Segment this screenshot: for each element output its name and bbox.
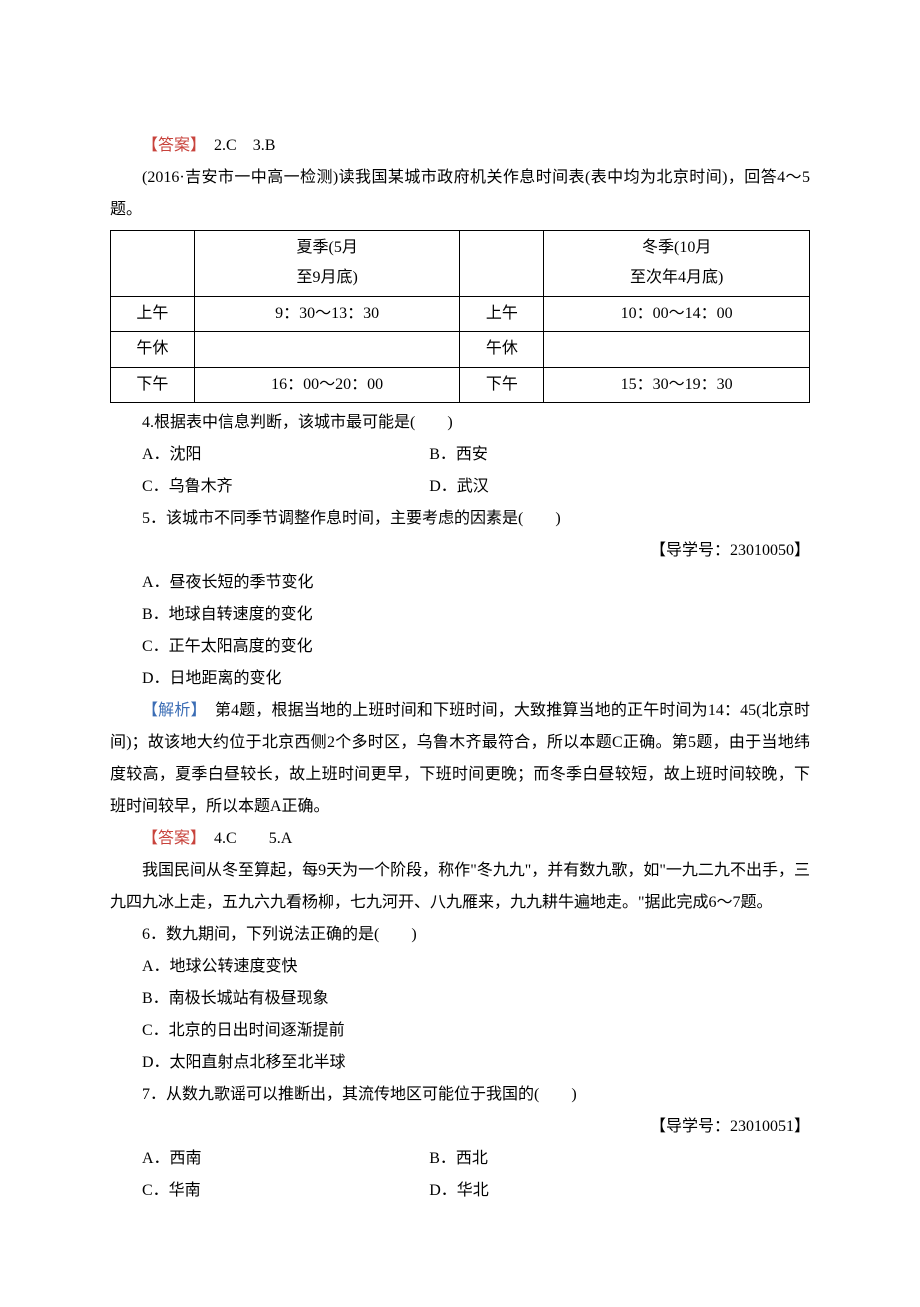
q5-reference: 【导学号：23010050】 (110, 535, 810, 567)
answer-block-1: 【答案】 2.C 3.B (110, 130, 810, 162)
q6-option-b: B．南极长城站有极昼现象 (110, 983, 810, 1015)
q4-option-a: A．沈阳 (142, 439, 429, 471)
q7-reference: 【导学号：23010051】 (110, 1111, 810, 1143)
winter-rest (544, 332, 810, 367)
intro-45: (2016·吉安市一中高一检测)读我国某城市政府机关作息时间表(表中均为北京时间… (110, 162, 810, 226)
period-am: 上午 (111, 296, 195, 331)
explain-text: 第4题，根据当地的上班时间和下班时间，大致推算当地的正午时间为14：45(北京时… (110, 702, 810, 815)
q6-option-a: A．地球公转速度变快 (110, 951, 810, 983)
q4-option-c: C．乌鲁木齐 (142, 471, 429, 503)
q4-options-row2: C．乌鲁木齐 D．武汉 (142, 471, 810, 503)
q6-option-d: D．太阳直射点北移至北半球 (110, 1047, 810, 1079)
q4-option-d: D．武汉 (429, 471, 810, 503)
answer-text: 4.C 5.A (214, 830, 292, 847)
schedule-table: 夏季(5月 至9月底) 冬季(10月 至次年4月底) 上午 9：30～13：30… (110, 230, 810, 403)
blank-cell (111, 231, 195, 297)
table-row: 午休 午休 (111, 332, 810, 367)
explain-label: 【解析】 (142, 702, 199, 719)
winter-header: 冬季(10月 至次年4月底) (544, 231, 810, 297)
summer-header: 夏季(5月 至9月底) (194, 231, 460, 297)
q5-option-a: A．昼夜长短的季节变化 (110, 567, 810, 599)
summer-am: 9：30～13：30 (194, 296, 460, 331)
q5-option-b: B．地球自转速度的变化 (110, 599, 810, 631)
answer-text: 2.C 3.B (214, 137, 275, 154)
answer-label: 【答案】 (142, 137, 198, 154)
period-am: 上午 (460, 296, 544, 331)
table-row: 下午 16：00～20：00 下午 15：30～19：30 (111, 367, 810, 402)
q7-options-row2: C．华南 D．华北 (142, 1175, 810, 1207)
q7-stem: 7．从数九歌谣可以推断出，其流传地区可能位于我国的( ) (110, 1079, 810, 1111)
winter-head-l2: 至次年4月底) (550, 263, 803, 293)
intro-67: 我国民间从冬至算起，每9天为一个阶段，称作"冬九九"，并有数九歌，如"一九二九不… (110, 855, 810, 919)
q5-option-c: C．正午太阳高度的变化 (110, 631, 810, 663)
q7-option-d: D．华北 (429, 1175, 810, 1207)
summer-pm: 16：00～20：00 (194, 367, 460, 402)
winter-head-l1: 冬季(10月 (550, 233, 803, 263)
q7-options-row1: A．西南 B．西北 (142, 1143, 810, 1175)
period-pm: 下午 (460, 367, 544, 402)
period-pm: 下午 (111, 367, 195, 402)
q7-option-a: A．西南 (142, 1143, 429, 1175)
summer-head-l1: 夏季(5月 (201, 233, 454, 263)
q4-stem: 4.根据表中信息判断，该城市最可能是( ) (110, 407, 810, 439)
table-row: 上午 9：30～13：30 上午 10：00～14：00 (111, 296, 810, 331)
winter-am: 10：00～14：00 (544, 296, 810, 331)
blank-cell (460, 231, 544, 297)
q7-option-b: B．西北 (429, 1143, 810, 1175)
winter-pm: 15：30～19：30 (544, 367, 810, 402)
q4-option-b: B．西安 (429, 439, 810, 471)
q7-option-c: C．华南 (142, 1175, 429, 1207)
period-rest: 午休 (460, 332, 544, 367)
answer-block-2: 【答案】 4.C 5.A (110, 823, 810, 855)
q6-stem: 6．数九期间，下列说法正确的是( ) (110, 919, 810, 951)
q5-stem: 5．该城市不同季节调整作息时间，主要考虑的因素是( ) (110, 503, 810, 535)
period-rest: 午休 (111, 332, 195, 367)
q6-option-c: C．北京的日出时间逐渐提前 (110, 1015, 810, 1047)
answer-label: 【答案】 (142, 830, 198, 847)
table-row: 夏季(5月 至9月底) 冬季(10月 至次年4月底) (111, 231, 810, 297)
summer-rest (194, 332, 460, 367)
q4-options-row1: A．沈阳 B．西安 (142, 439, 810, 471)
summer-head-l2: 至9月底) (201, 263, 454, 293)
explain-45: 【解析】 第4题，根据当地的上班时间和下班时间，大致推算当地的正午时间为14：4… (110, 695, 810, 823)
q5-option-d: D．日地距离的变化 (110, 663, 810, 695)
